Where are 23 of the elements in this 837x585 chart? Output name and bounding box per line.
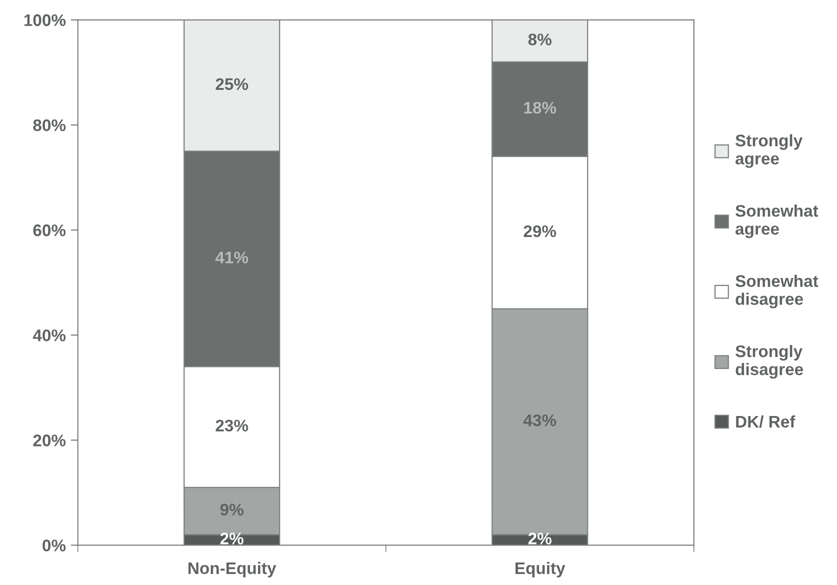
legend-label: Somewhat disagree xyxy=(736,274,818,308)
data-label: 8% xyxy=(528,34,552,46)
data-label: 43% xyxy=(523,414,556,426)
legend-label: Strongly agree xyxy=(736,134,803,168)
data-label: 29% xyxy=(524,225,556,238)
y-tick-label: 20% xyxy=(33,434,66,446)
legend-label: Somewhat agree xyxy=(736,204,818,238)
y-tick-label: 0% xyxy=(42,540,66,552)
legend-label: Strongly disagree xyxy=(736,344,804,379)
x-tick-label: Non-Equity xyxy=(188,562,276,578)
data-label: 23% xyxy=(216,420,248,432)
data-label: 18% xyxy=(524,102,556,114)
legend-label: DK/ Ref xyxy=(736,415,796,428)
y-tick-label: 60% xyxy=(33,224,66,236)
data-label: 9% xyxy=(220,504,244,516)
y-tick-label: 80% xyxy=(33,119,66,132)
y-tick-label: 40% xyxy=(32,329,66,342)
data-label: 25% xyxy=(216,78,248,90)
data-label: 2% xyxy=(220,532,244,544)
data-label: 41% xyxy=(215,252,248,264)
y-tick-label: 100% xyxy=(24,14,66,26)
x-tick-label: Equity xyxy=(516,562,566,578)
data-label: 2% xyxy=(528,532,552,544)
